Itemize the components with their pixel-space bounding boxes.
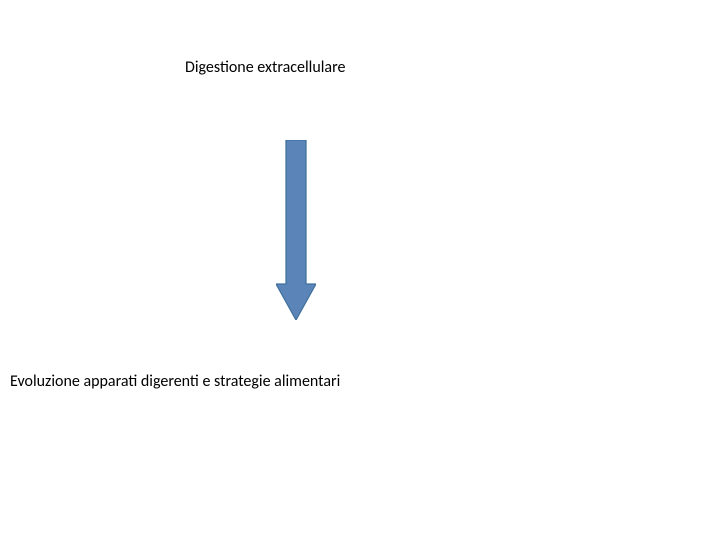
down-arrow bbox=[276, 140, 316, 320]
bottom-label: Evoluzione apparati digerenti e strategi… bbox=[10, 372, 340, 391]
top-label: Digestione extracellulare bbox=[185, 58, 345, 77]
down-arrow-svg bbox=[276, 140, 316, 320]
